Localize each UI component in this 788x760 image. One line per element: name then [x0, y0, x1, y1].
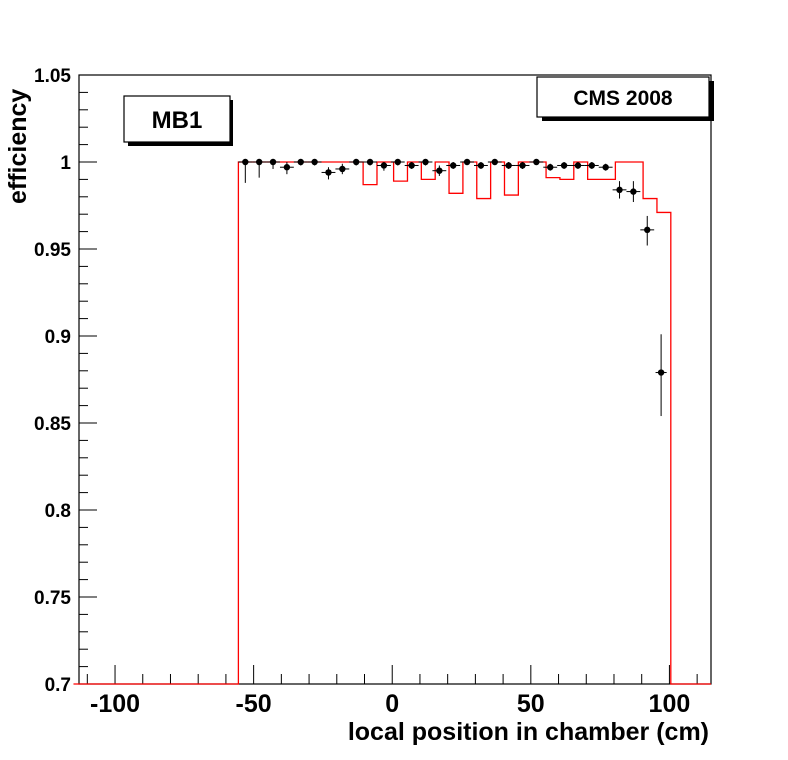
point-marker [394, 158, 401, 166]
x-axis-label: local position in chamber (cm) [348, 718, 709, 746]
data-point [293, 158, 308, 166]
point-marker [644, 226, 651, 234]
data-point [655, 334, 667, 417]
y-tick-labels: 0.7 0.75 0.8 0.85 0.9 0.95 1 1.05 [34, 66, 71, 696]
x-tick-label: 50 [517, 690, 545, 718]
point-marker [588, 162, 596, 169]
y-tick-label: 0.9 [45, 327, 71, 348]
data-point [404, 162, 419, 169]
cms-box [536, 76, 710, 118]
point-marker [269, 158, 277, 166]
data-point [266, 158, 280, 169]
point-marker [436, 167, 443, 174]
point-marker [422, 158, 429, 166]
point-marker [380, 162, 388, 169]
x-tick-label: 100 [649, 690, 691, 718]
y-tick-label: 0.8 [45, 501, 71, 522]
histogram-line [73, 161, 711, 685]
y-tick-label: 1 [60, 153, 71, 174]
y-tick-label: 0.85 [34, 414, 71, 435]
data-point [418, 158, 433, 166]
point-marker [325, 169, 332, 176]
axis-ticks [79, 74, 698, 685]
cms-label: CMS 2008 [573, 87, 673, 110]
point-marker [533, 158, 540, 166]
data-point [460, 158, 474, 166]
point-marker [547, 164, 554, 171]
point-marker [242, 158, 249, 166]
y-tick-label: 1.05 [34, 66, 71, 87]
data-point [252, 158, 267, 178]
point-marker [297, 158, 304, 166]
point-marker [616, 186, 623, 194]
data-point [335, 163, 350, 175]
point-marker [255, 158, 263, 166]
data-point [501, 162, 516, 169]
data-point [238, 158, 253, 183]
point-marker [311, 158, 318, 166]
data-points [238, 158, 667, 417]
y-axis-label: efficiency [4, 89, 32, 204]
data-point [571, 162, 585, 169]
data-point [487, 158, 502, 166]
point-marker [283, 164, 291, 171]
red-step-histogram [73, 161, 711, 685]
data-point [529, 158, 544, 166]
mb1-box [123, 95, 231, 143]
data-point [626, 181, 641, 203]
point-marker [450, 162, 457, 169]
data-point [612, 181, 627, 199]
data-point [640, 215, 655, 246]
data-point [543, 163, 558, 171]
point-marker [602, 164, 609, 171]
data-point [376, 162, 391, 171]
y-tick-label: 0.95 [34, 240, 71, 261]
data-point [363, 158, 377, 166]
point-marker [560, 162, 568, 169]
point-marker [630, 188, 637, 195]
cms-label-box: CMS 2008 [536, 76, 714, 121]
y-tick-label: 0.7 [45, 675, 71, 696]
data-point [557, 162, 572, 169]
plot-frame [78, 74, 712, 685]
data-point [446, 162, 461, 169]
data-point [279, 162, 294, 175]
x-tick-label: 0 [385, 690, 399, 718]
data-point [390, 158, 405, 166]
point-marker [505, 162, 512, 169]
x-tick-label: -100 [90, 690, 140, 718]
data-point [515, 162, 530, 169]
point-marker [463, 158, 471, 166]
y-tick-label: 0.75 [34, 588, 71, 609]
data-point [307, 158, 322, 166]
data-point [349, 158, 364, 166]
point-marker [477, 162, 485, 169]
point-marker [408, 162, 415, 169]
data-point [584, 162, 599, 169]
point-marker [339, 165, 346, 173]
data-point [474, 162, 488, 169]
mb1-label-box: MB1 [123, 95, 233, 146]
point-marker [574, 162, 582, 169]
mb1-label: MB1 [152, 107, 203, 134]
data-point [432, 165, 447, 176]
data-point [321, 167, 336, 180]
x-tick-labels: -100 -50 0 50 100 [90, 690, 690, 718]
x-tick-label: -50 [236, 690, 272, 718]
point-marker [491, 158, 498, 166]
point-marker [519, 162, 526, 169]
point-marker [352, 158, 360, 166]
data-point [598, 163, 613, 171]
point-marker [366, 158, 374, 166]
point-marker [657, 369, 665, 376]
